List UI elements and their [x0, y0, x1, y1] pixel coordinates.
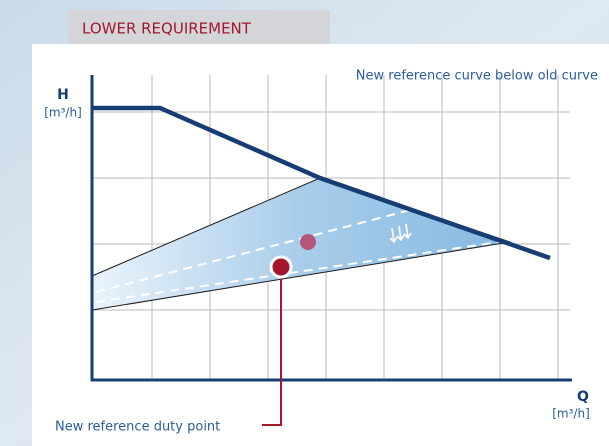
- old-duty-point: [300, 234, 316, 250]
- x-axis-unit: [m³/h]: [552, 407, 590, 421]
- new-duty-point: [271, 257, 291, 277]
- annotation: New reference curve below old curve: [356, 69, 598, 84]
- y-axis-label: H: [57, 87, 69, 103]
- diagram: LOWER REQUIREMENT New reference curve be…: [0, 0, 609, 446]
- y-axis-unit: [m³/h]: [44, 106, 82, 120]
- tab-title: LOWER REQUIREMENT: [82, 20, 252, 38]
- page: LOWER REQUIREMENT New reference curve be…: [0, 0, 609, 446]
- x-axis-label: Q: [577, 389, 589, 405]
- callout-label: New reference duty point: [55, 420, 220, 435]
